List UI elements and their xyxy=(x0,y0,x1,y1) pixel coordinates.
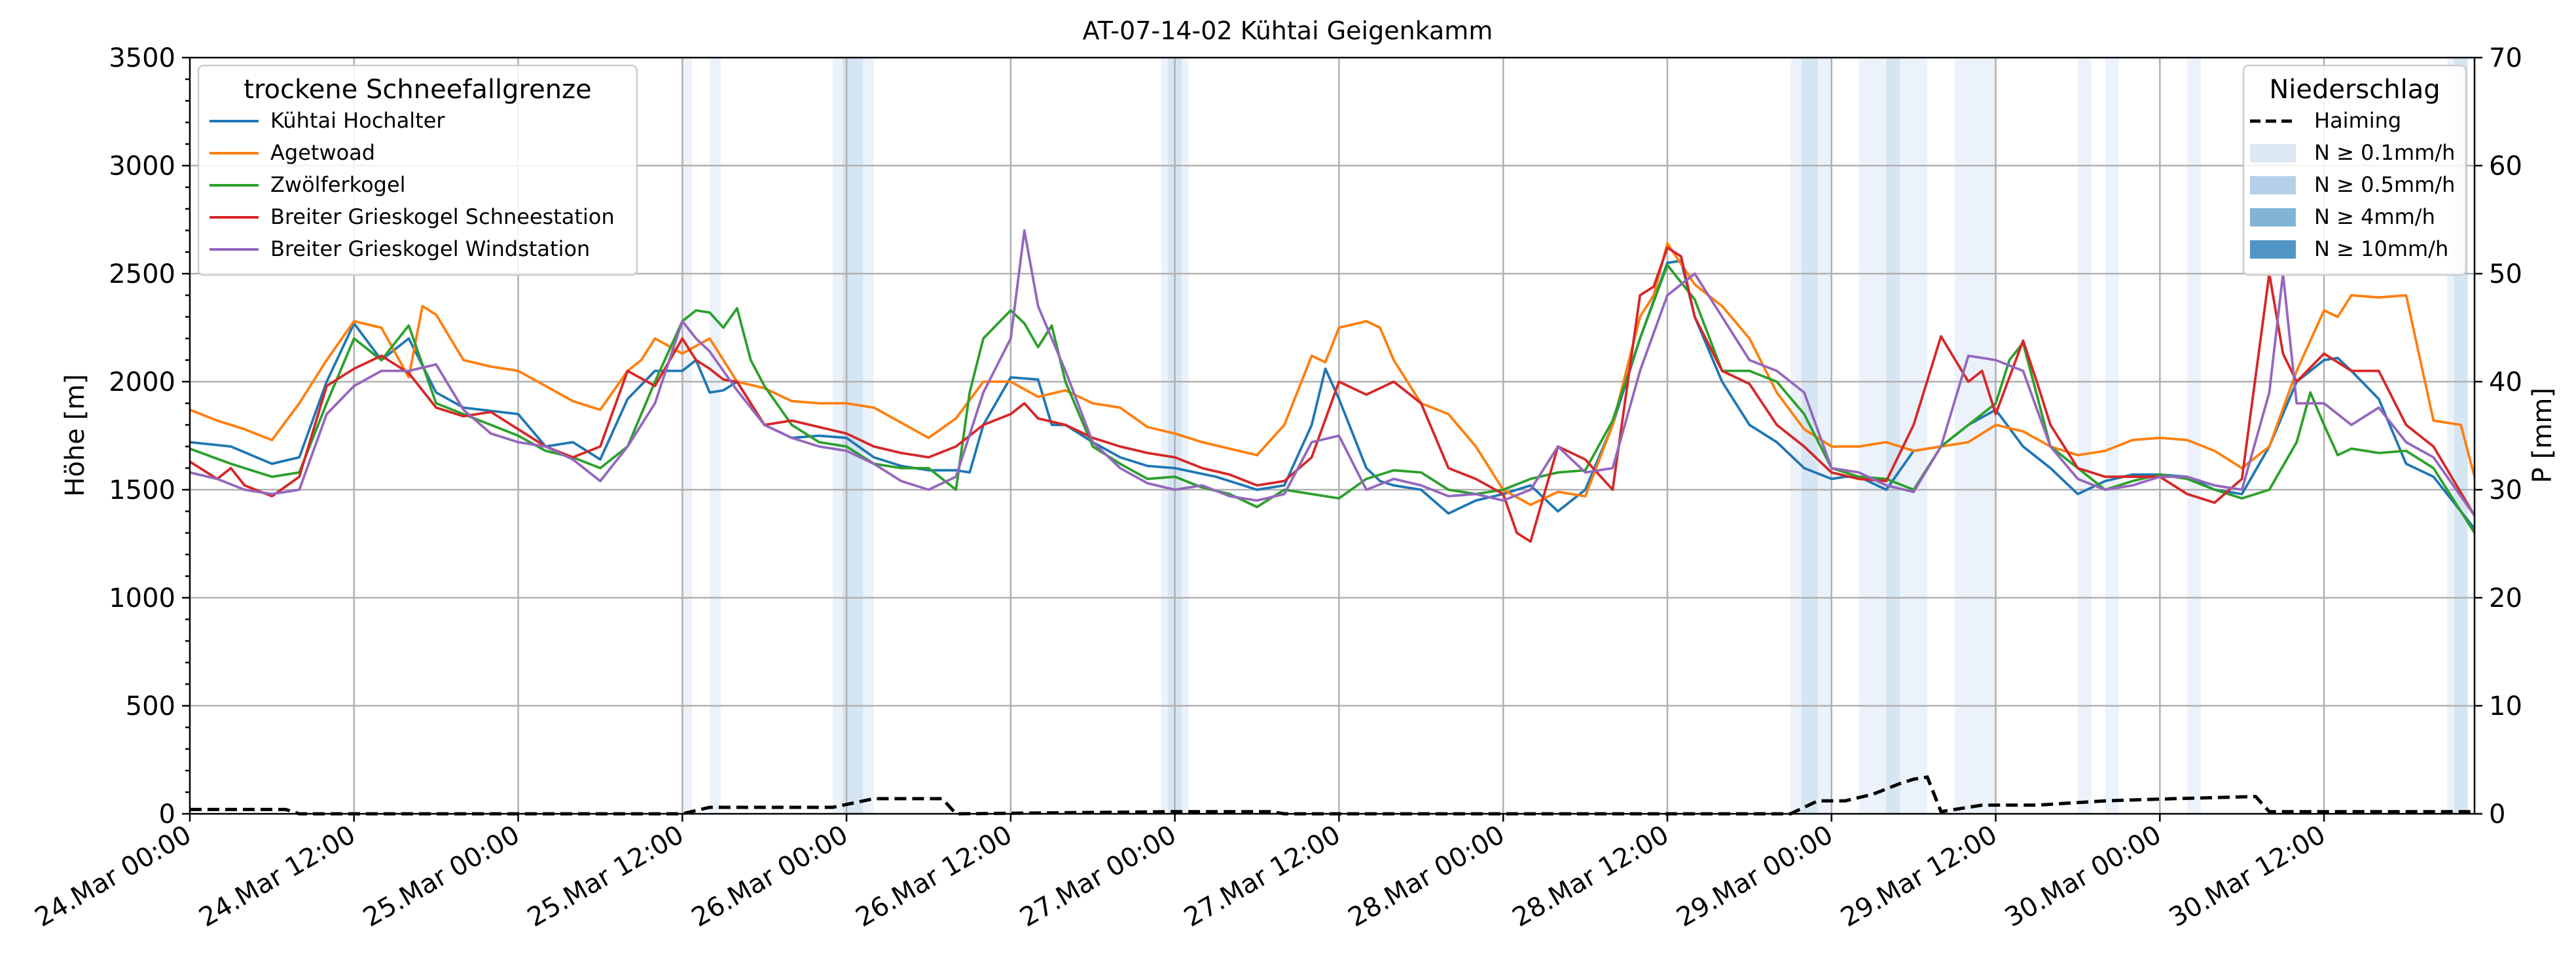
legend-label: Kühtai Hochalter xyxy=(270,108,445,133)
precip-band xyxy=(710,58,721,814)
legend-label: N ≥ 4mm/h xyxy=(2314,204,2435,229)
precip-band xyxy=(1900,58,1928,814)
precip-band xyxy=(682,58,692,814)
y-tick-label-left: 3000 xyxy=(109,151,175,181)
legend-label: N ≥ 10mm/h xyxy=(2314,236,2448,261)
y-tick-label-left: 500 xyxy=(126,691,175,721)
legend-label: Breiter Grieskogel Windstation xyxy=(270,236,590,261)
y-tick-label-left: 1500 xyxy=(109,475,175,505)
y-axis-label-left: Höhe [m] xyxy=(60,374,90,496)
legend-label: N ≥ 0.5mm/h xyxy=(2314,172,2455,197)
series-lines xyxy=(189,229,2476,543)
precip-band xyxy=(2447,58,2454,814)
plot-frame xyxy=(189,56,2476,815)
legend-label: Breiter Grieskogel Schneestation xyxy=(270,204,615,229)
y-tick-label-right: 70 xyxy=(2489,43,2522,73)
y-tick-label-right: 0 xyxy=(2489,799,2505,830)
legend-label: Zwölferkogel xyxy=(270,172,406,197)
precip-band xyxy=(2077,58,2092,814)
y-axis-left: 0 500 1000 1500 2000 2500 3000 3500 xyxy=(109,43,190,830)
precip-band xyxy=(2187,58,2202,814)
legend-precip-title: Niederschlag xyxy=(2269,75,2440,105)
legend-label: Haiming xyxy=(2314,108,2401,133)
precip-band xyxy=(1954,58,1996,814)
y-tick-label-left: 1000 xyxy=(109,583,175,613)
precip-band xyxy=(863,58,874,814)
chart-title: AT-07-14-02 Kühtai Geigenkamm xyxy=(1083,16,1493,45)
y-tick-label-left: 0 xyxy=(159,799,175,830)
legend-label: Agetwoad xyxy=(270,140,375,165)
legend-precip: Niederschlag Haiming N ≥ 0.1mm/h N ≥ 0.5mm… xyxy=(2242,64,2467,276)
precip-band xyxy=(1859,58,1887,814)
legend-stations: trockene Schneefallgrenze Kühtai Hochalt… xyxy=(197,64,638,276)
y-tick-label-right: 40 xyxy=(2489,367,2522,397)
legend-precip-box xyxy=(2242,64,2467,276)
precip-line xyxy=(190,775,2475,816)
legend-stations-box xyxy=(197,64,638,276)
series-line xyxy=(189,263,2476,534)
series-line xyxy=(189,242,2476,506)
legend-swatch xyxy=(2250,208,2296,227)
y-tick-label-right: 30 xyxy=(2489,475,2522,505)
precip-band xyxy=(1790,58,1802,814)
legend-swatch xyxy=(2250,176,2296,194)
precip-band xyxy=(1161,58,1169,814)
legend-label: N ≥ 0.1mm/h xyxy=(2314,140,2455,165)
precip-band xyxy=(1817,58,1832,814)
y-tick-label-right: 10 xyxy=(2489,691,2522,721)
y-axis-right: 0 10 20 30 40 50 60 70 xyxy=(2475,43,2522,830)
y-tick-label-right: 50 xyxy=(2489,259,2522,289)
precip-band xyxy=(1886,58,1900,814)
legend-stations-title: trockene Schneefallgrenze xyxy=(244,75,591,105)
y-tick-label-left: 2500 xyxy=(109,259,175,289)
y-tick-label-right: 20 xyxy=(2489,583,2522,613)
precip-band xyxy=(2105,58,2119,814)
y-axis-label-right: P [mm] xyxy=(2528,388,2558,483)
y-tick-label-right: 60 xyxy=(2489,151,2522,181)
series-line xyxy=(189,246,2476,543)
grid xyxy=(190,58,2475,814)
series-line xyxy=(189,229,2476,517)
precip-line-group xyxy=(190,775,2475,816)
legend-swatch xyxy=(2250,144,2296,162)
y-tick-label-left: 2000 xyxy=(109,367,175,397)
y-tick-label-left: 3500 xyxy=(109,43,175,73)
precip-band xyxy=(833,58,843,814)
legend-swatch xyxy=(2250,240,2296,259)
